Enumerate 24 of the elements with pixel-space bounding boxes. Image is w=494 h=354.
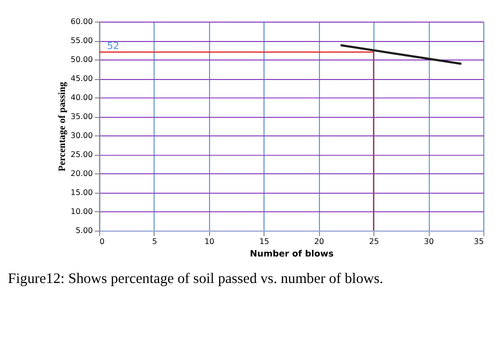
- y-tick-label: 40.00: [70, 93, 93, 102]
- x-tick-label: 15: [259, 236, 270, 246]
- y-tick-label: 10.00: [70, 207, 93, 216]
- y-axis-title: Percentage of passing: [56, 82, 68, 172]
- y-tick-label: 30.00: [70, 131, 93, 140]
- ref-line-label: 52: [106, 41, 120, 52]
- y-tick-label: 50.00: [70, 55, 93, 64]
- y-tick-label: 55.00: [70, 36, 93, 46]
- y-tick-label: 35.00: [70, 112, 93, 122]
- y-tick-label: 15.00: [70, 188, 93, 198]
- y-tick-label: 45.00: [70, 74, 93, 84]
- x-tick-label: 0: [100, 236, 105, 246]
- x-axis-title: Number of blows: [250, 249, 334, 260]
- x-tick-label: 5: [152, 236, 158, 246]
- x-tick-label: 10: [204, 236, 214, 246]
- x-tick-label: 25: [369, 236, 380, 246]
- y-tick-label: 60.00: [70, 17, 93, 26]
- y-tick-label: 25.00: [70, 150, 93, 160]
- x-tick-label: 20: [314, 236, 324, 246]
- x-tick-label: 35: [474, 236, 484, 246]
- caption: Figure12: Shows percentage of soil passed vs. number of blows.: [8, 271, 384, 288]
- y-tick-label: 20.00: [70, 169, 93, 178]
- x-tick-label: 30: [424, 236, 434, 246]
- y-tick-label: 5.00: [76, 226, 93, 236]
